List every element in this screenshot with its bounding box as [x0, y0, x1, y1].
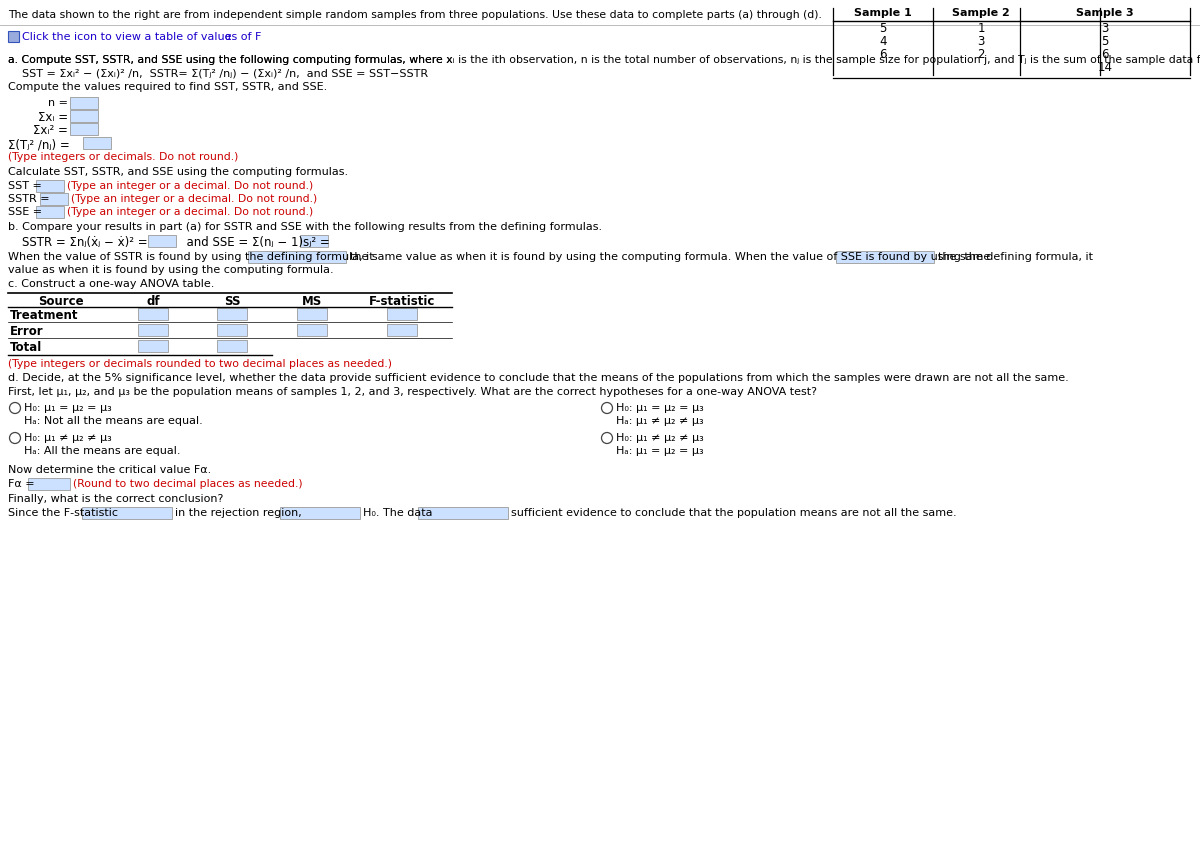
FancyBboxPatch shape — [138, 340, 168, 352]
Text: n =: n = — [48, 98, 68, 108]
Text: H₀. The data: H₀. The data — [364, 508, 432, 518]
FancyBboxPatch shape — [418, 507, 508, 519]
Text: a. Compute SST, SSTR, and SSE using the following computing formulas, where xᵢ i: a. Compute SST, SSTR, and SSE using the … — [8, 55, 1200, 65]
Text: b. Compare your results in part (a) for SSTR and SSE with the following results : b. Compare your results in part (a) for … — [8, 222, 602, 232]
Text: Source: Source — [38, 295, 84, 308]
Text: df: df — [146, 295, 160, 308]
Text: α: α — [224, 32, 230, 42]
FancyBboxPatch shape — [138, 308, 168, 320]
FancyBboxPatch shape — [386, 308, 418, 320]
Text: Total: Total — [10, 341, 42, 354]
Text: 6: 6 — [1102, 48, 1109, 61]
FancyBboxPatch shape — [300, 235, 328, 247]
Text: Treatment: Treatment — [10, 309, 78, 322]
FancyBboxPatch shape — [82, 507, 172, 519]
Text: (Type an integer or a decimal. Do not round.): (Type an integer or a decimal. Do not ro… — [71, 194, 317, 204]
FancyBboxPatch shape — [217, 324, 247, 336]
Text: sufficient evidence to conclude that the population means are not all the same.: sufficient evidence to conclude that the… — [511, 508, 956, 518]
Text: Calculate SST, SSTR, and SSE using the computing formulas.: Calculate SST, SSTR, and SSE using the c… — [8, 167, 348, 177]
Text: 14: 14 — [1098, 61, 1112, 74]
FancyBboxPatch shape — [28, 478, 70, 490]
Circle shape — [601, 432, 612, 444]
Text: Now determine the critical value Fα.: Now determine the critical value Fα. — [8, 465, 211, 475]
Text: Hₐ: μ₁ ≠ μ₂ ≠ μ₃: Hₐ: μ₁ ≠ μ₂ ≠ μ₃ — [616, 416, 703, 426]
Circle shape — [601, 402, 612, 414]
FancyBboxPatch shape — [280, 507, 360, 519]
Text: 5: 5 — [1102, 35, 1109, 48]
Text: value as when it is found by using the computing formula.: value as when it is found by using the c… — [8, 265, 334, 275]
Text: Sample 2: Sample 2 — [952, 8, 1010, 18]
Text: SSE =: SSE = — [8, 207, 46, 217]
FancyBboxPatch shape — [217, 308, 247, 320]
Text: Finally, what is the correct conclusion?: Finally, what is the correct conclusion? — [8, 494, 223, 504]
Text: SST = Σxᵢ² − (Σxᵢ)² /n,  SSTR= Σ(Tⱼ² /nⱼ) − (Σxᵢ)² /n,  and SSE = SST−SSTR: SST = Σxᵢ² − (Σxᵢ)² /n, SSTR= Σ(Tⱼ² /nⱼ)… — [22, 68, 428, 78]
Text: SS: SS — [223, 295, 240, 308]
Text: H₀: μ₁ ≠ μ₂ ≠ μ₃: H₀: μ₁ ≠ μ₂ ≠ μ₃ — [24, 433, 112, 443]
FancyBboxPatch shape — [248, 251, 346, 263]
FancyBboxPatch shape — [298, 308, 326, 320]
Text: Σxᵢ² =: Σxᵢ² = — [34, 124, 68, 137]
Text: 1: 1 — [977, 22, 985, 35]
FancyBboxPatch shape — [36, 206, 64, 218]
Text: the same value as when it is found by using the computing formula. When the valu: the same value as when it is found by us… — [350, 252, 1093, 262]
Circle shape — [10, 432, 20, 444]
Text: When the value of SSTR is found by using the defining formula, it: When the value of SSTR is found by using… — [8, 252, 373, 262]
Text: Fα =: Fα = — [8, 479, 35, 489]
Text: (Type integers or decimals rounded to two decimal places as needed.): (Type integers or decimals rounded to tw… — [8, 359, 392, 369]
FancyBboxPatch shape — [70, 123, 98, 135]
Text: Compute the values required to find SST, SSTR, and SSE.: Compute the values required to find SST,… — [8, 82, 328, 92]
Text: H₀: μ₁ = μ₂ = μ₃: H₀: μ₁ = μ₂ = μ₃ — [616, 403, 703, 413]
Text: F-statistic: F-statistic — [368, 295, 436, 308]
Text: Σ(Tⱼ² /nⱼ) =: Σ(Tⱼ² /nⱼ) = — [8, 138, 70, 151]
Text: 6: 6 — [880, 48, 887, 61]
Text: Error: Error — [10, 325, 43, 338]
Text: 3: 3 — [1102, 22, 1109, 35]
FancyBboxPatch shape — [217, 340, 247, 352]
Text: 4: 4 — [880, 35, 887, 48]
FancyBboxPatch shape — [386, 324, 418, 336]
Text: The data shown to the right are from independent simple random samples from thre: The data shown to the right are from ind… — [8, 10, 822, 20]
Text: MS: MS — [302, 295, 322, 308]
FancyBboxPatch shape — [148, 235, 176, 247]
Text: c. Construct a one-way ANOVA table.: c. Construct a one-way ANOVA table. — [8, 279, 215, 289]
Text: Hₐ: Not all the means are equal.: Hₐ: Not all the means are equal. — [24, 416, 203, 426]
Text: 3: 3 — [977, 35, 985, 48]
Text: the same: the same — [938, 252, 990, 262]
Text: Hₐ: μ₁ = μ₂ = μ₃: Hₐ: μ₁ = μ₂ = μ₃ — [616, 446, 703, 456]
Text: H₀: μ₁ = μ₂ = μ₃: H₀: μ₁ = μ₂ = μ₃ — [24, 403, 112, 413]
FancyBboxPatch shape — [70, 97, 98, 109]
Text: d. Decide, at the 5% significance level, whether the data provide sufficient evi: d. Decide, at the 5% significance level,… — [8, 373, 1069, 383]
Text: (Type an integer or a decimal. Do not round.): (Type an integer or a decimal. Do not ro… — [67, 207, 313, 217]
Text: Since the F-statistic: Since the F-statistic — [8, 508, 118, 518]
Text: (Round to two decimal places as needed.): (Round to two decimal places as needed.) — [73, 479, 302, 489]
Text: Click the icon to view a table of values of F: Click the icon to view a table of values… — [22, 32, 262, 42]
Text: Σxᵢ =: Σxᵢ = — [38, 111, 68, 124]
FancyBboxPatch shape — [36, 180, 64, 192]
Text: (Type an integer or a decimal. Do not round.): (Type an integer or a decimal. Do not ro… — [67, 181, 313, 191]
Text: SSTR =: SSTR = — [8, 194, 53, 204]
Text: Hₐ: All the means are equal.: Hₐ: All the means are equal. — [24, 446, 180, 456]
FancyBboxPatch shape — [8, 31, 19, 42]
Text: in the rejection region,: in the rejection region, — [175, 508, 301, 518]
FancyBboxPatch shape — [83, 137, 112, 149]
Text: H₀: μ₁ ≠ μ₂ ≠ μ₃: H₀: μ₁ ≠ μ₂ ≠ μ₃ — [616, 433, 703, 443]
Text: 5: 5 — [880, 22, 887, 35]
FancyBboxPatch shape — [138, 324, 168, 336]
Text: 2: 2 — [977, 48, 985, 61]
Text: SST =: SST = — [8, 181, 46, 191]
Text: a. Compute SST, SSTR, and SSE using the following computing formulas, where x: a. Compute SST, SSTR, and SSE using the … — [8, 55, 452, 65]
Text: Sample 1: Sample 1 — [854, 8, 912, 18]
FancyBboxPatch shape — [298, 324, 326, 336]
Text: (Type integers or decimals. Do not round.): (Type integers or decimals. Do not round… — [8, 152, 239, 162]
FancyBboxPatch shape — [836, 251, 934, 263]
Text: and SSE = Σ(nⱼ − 1)sⱼ² =: and SSE = Σ(nⱼ − 1)sⱼ² = — [179, 236, 330, 249]
FancyBboxPatch shape — [40, 193, 68, 205]
FancyBboxPatch shape — [70, 110, 98, 122]
Text: SSTR = Σnⱼ(ẋⱼ − ẋ)² =: SSTR = Σnⱼ(ẋⱼ − ẋ)² = — [22, 236, 148, 249]
Circle shape — [10, 402, 20, 414]
Text: First, let μ₁, μ₂, and μ₃ be the population means of samples 1, 2, and 3, respec: First, let μ₁, μ₂, and μ₃ be the populat… — [8, 387, 817, 397]
Text: Sample 3: Sample 3 — [1076, 8, 1134, 18]
